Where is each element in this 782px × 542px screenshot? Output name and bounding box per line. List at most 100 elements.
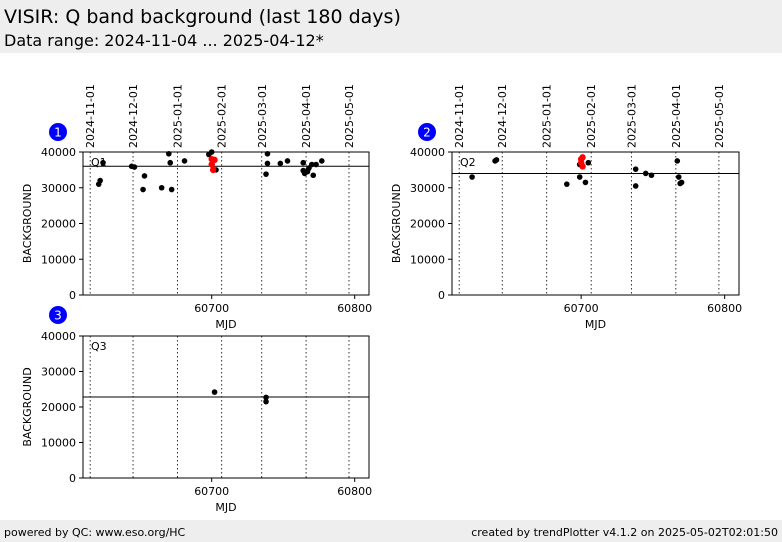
- data-point: [585, 159, 592, 166]
- y-tick-label: 0: [69, 289, 76, 302]
- date-tick-label: 2025-02-01: [216, 84, 229, 148]
- data-point: [181, 158, 188, 164]
- data-point: [576, 174, 583, 180]
- panel-label: Q2: [460, 156, 476, 169]
- page-title: VISIR: Q band background (last 180 days): [4, 6, 401, 28]
- y-tick-label: 10000: [41, 437, 76, 450]
- data-point: [469, 174, 475, 180]
- date-tick-label: 2025-05-01: [343, 84, 356, 148]
- y-axis-label: BACKGROUND: [21, 184, 34, 263]
- data-point: [131, 164, 138, 170]
- date-tick-label: 2025-04-01: [670, 84, 683, 148]
- panel-badge: [418, 123, 436, 141]
- chart-panel-1: 2024-11-01 2024-12-01 2025-01-01 2025-02-01…: [21, 84, 372, 331]
- x-axis-label: MJD: [585, 318, 606, 331]
- y-tick-label: 40000: [41, 146, 76, 159]
- data-point: [310, 172, 317, 179]
- data-point: [263, 171, 269, 177]
- x-axis-label: MJD: [215, 318, 236, 331]
- data-point: [97, 177, 103, 184]
- header-bar: VISIR: Q band background (last 180 days)…: [0, 0, 782, 53]
- data-point: [208, 149, 215, 155]
- date-tick-label: 2025-05-01: [713, 84, 726, 148]
- data-point: [582, 179, 589, 186]
- data-point: [167, 159, 174, 166]
- x-tick-label: 60800: [337, 485, 372, 498]
- date-tick-label: 2025-04-01: [300, 84, 313, 148]
- data-point: [632, 166, 639, 172]
- data-point: [678, 179, 685, 186]
- x-tick-label: 60800: [707, 302, 742, 315]
- y-tick-label: 20000: [41, 218, 76, 231]
- data-point: [264, 150, 271, 157]
- date-tick-label: 2025-02-01: [585, 84, 598, 148]
- x-tick-label: 60700: [194, 485, 229, 498]
- latest-data-point: [211, 156, 218, 164]
- date-tick-label: 2025-01-01: [171, 84, 184, 148]
- panel-badge-number: 3: [54, 309, 62, 323]
- data-point: [674, 158, 681, 164]
- data-point: [319, 158, 325, 164]
- data-point: [300, 159, 307, 166]
- data-point: [211, 389, 218, 395]
- x-tick-label: 60700: [194, 302, 229, 315]
- data-range-subtitle: Data range: 2024-11-04 ... 2025-04-12*: [4, 31, 324, 50]
- latest-data-point: [209, 166, 217, 174]
- data-point: [158, 184, 165, 191]
- data-point: [313, 161, 319, 168]
- data-point: [642, 170, 649, 177]
- data-point: [140, 186, 146, 193]
- panel-label: Q3: [91, 340, 107, 353]
- panel-label: Q1: [91, 156, 107, 169]
- latest-data-point: [579, 154, 586, 161]
- chart-panel-3: 0 10000 20000 30000 40000 60700 60800 MJD BACKGR…: [21, 306, 372, 514]
- date-tick-label: 2024-11-01: [84, 84, 97, 148]
- axes-frame: [82, 335, 370, 479]
- data-point: [632, 183, 639, 189]
- data-point: [141, 173, 148, 179]
- data-point: [493, 157, 500, 163]
- y-axis-label: BACKGROUND: [390, 184, 403, 263]
- x-tick-label: 60700: [564, 302, 599, 315]
- data-point: [675, 174, 682, 180]
- data-point: [648, 172, 655, 179]
- footer-bar: powered by QC: www.eso.org/HC created by…: [0, 520, 782, 542]
- chart-panel-2: 2024-11-01 2024-12-01 2025-01-01 2025-02-01…: [390, 84, 742, 331]
- latest-data-point: [208, 161, 215, 168]
- date-tick-label: 2025-03-01: [256, 84, 269, 148]
- axes-frame: [82, 151, 370, 296]
- footer-powered-by: powered by QC: www.eso.org/HC: [4, 526, 186, 539]
- y-tick-label: 10000: [410, 253, 445, 266]
- data-point: [263, 398, 269, 405]
- y-tick-label: 30000: [410, 182, 445, 195]
- y-tick-label: 40000: [410, 146, 445, 159]
- data-point: [263, 394, 269, 401]
- x-tick-label: 60800: [337, 302, 372, 315]
- date-tick-label: 2024-11-01: [453, 84, 466, 148]
- y-tick-label: 0: [438, 289, 445, 302]
- data-point: [166, 150, 172, 157]
- data-point: [100, 159, 106, 166]
- x-axis-label: MJD: [215, 501, 236, 514]
- panel-badge: [49, 123, 67, 141]
- y-tick-label: 40000: [41, 330, 76, 343]
- y-tick-label: 10000: [41, 253, 76, 266]
- data-point: [168, 186, 175, 193]
- data-point: [284, 158, 291, 164]
- y-tick-label: 20000: [41, 401, 76, 414]
- y-tick-label: 30000: [41, 182, 76, 195]
- date-tick-label: 2025-01-01: [541, 84, 554, 148]
- data-point: [309, 161, 315, 168]
- latest-data-point: [579, 163, 586, 170]
- date-tick-label: 2024-12-01: [496, 84, 509, 148]
- date-tick-label: 2025-03-01: [625, 84, 638, 148]
- y-tick-label: 20000: [410, 218, 445, 231]
- y-tick-label: 0: [69, 472, 76, 485]
- data-point: [264, 160, 271, 167]
- data-point: [564, 181, 570, 187]
- panel-badge-number: 1: [54, 126, 62, 140]
- panel-badge: [49, 306, 67, 324]
- panel-badge-number: 2: [423, 126, 431, 140]
- y-tick-label: 30000: [41, 366, 76, 379]
